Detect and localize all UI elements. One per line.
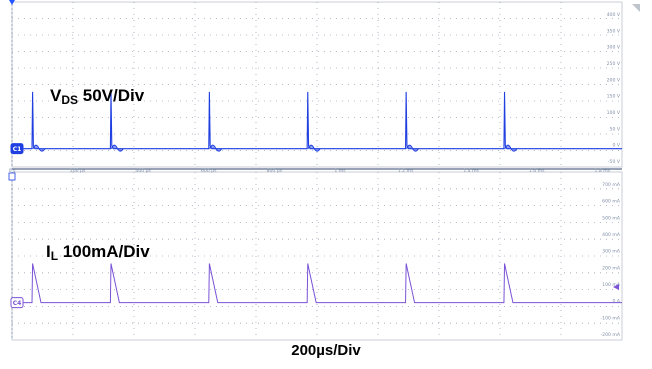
il-waveform: [12, 263, 622, 304]
vds-label-main: V: [50, 86, 62, 105]
traces: [12, 91, 622, 304]
ch1-badge-text: C1: [13, 146, 22, 153]
level-marker-icon: [613, 284, 619, 290]
il-ytick-label: -200 mA: [600, 332, 620, 338]
il-label-rest: 100mA/Div: [58, 242, 150, 261]
il-ytick-label: -100 mA: [600, 315, 620, 321]
markers: C1 C4: [8, 0, 640, 309]
x-tick-label: 600 µs: [201, 168, 217, 174]
vds-label-rest: 50V/Div: [78, 86, 145, 105]
vds-label-sub: DS: [61, 93, 79, 107]
vds-ringing: [406, 144, 419, 152]
ch4-badge-text: C4: [13, 300, 22, 307]
il-label-main: I: [46, 242, 51, 261]
vds-ringing: [110, 144, 124, 152]
x-tick-label: 1.8 ms: [595, 168, 611, 174]
il-ytick-label: 300 mA: [602, 249, 621, 255]
x-tick-label: 1.4 ms: [463, 168, 479, 174]
vds-ytick-label: 250 V: [607, 61, 621, 67]
il-ytick-label: 0 A: [612, 299, 620, 305]
graticule: [11, 1, 623, 341]
vds-ytick-label: 300 V: [607, 45, 621, 51]
il-ytick-label: 100 mA: [602, 282, 621, 288]
il-scale-label: IL 100mA/Div: [46, 242, 150, 263]
time-reference-icon: [8, 172, 16, 181]
ch4-badge-box: [10, 297, 24, 309]
vds-ytick-label: 350 V: [607, 28, 621, 34]
il-label-sub: L: [50, 249, 59, 263]
x-tick-label: 0 s: [9, 168, 16, 174]
time-scale-label: 200µs/Div: [291, 342, 361, 359]
x-tick-label: 400 µs: [135, 168, 151, 174]
vds-scale-label: VDS 50V/Div: [50, 86, 144, 107]
trigger-marker-icon: [9, 0, 15, 5]
il-ytick-label: 700 mA: [602, 182, 621, 188]
vds-ytick-label: 100 V: [607, 110, 621, 116]
corner-handle-icon: [632, 4, 640, 12]
vds-ytick-label: 0 V: [612, 143, 620, 149]
vds-ringing: [32, 144, 46, 152]
vds-ytick-label: 150 V: [607, 94, 621, 100]
il-ytick-label: 500 mA: [602, 215, 621, 221]
x-tick-label: 200 µs: [70, 168, 86, 174]
vds-ytick-label: 200 V: [607, 77, 621, 83]
x-tick-label: 1.2 ms: [398, 168, 414, 174]
vds-ringing: [307, 144, 321, 152]
il-ytick-label: 600 mA: [602, 199, 621, 205]
vds-ringing: [209, 144, 223, 152]
x-tick-label: 800 µs: [267, 168, 283, 174]
vds-ringing: [504, 144, 518, 152]
vds-ytick-label: 50 V: [610, 126, 621, 132]
tick-labels: 400 V 350 V 300 V 250 V 200 V 150 V 100 V 50 V 0…: [9, 12, 621, 338]
vds-ytick-label: 400 V: [607, 12, 621, 18]
x-tick-label: 1.6 ms: [529, 168, 545, 174]
x-tick-label: 1 ms: [334, 168, 346, 174]
ch1-badge-box: [10, 143, 24, 155]
il-ytick-label: 200 mA: [602, 265, 621, 271]
il-ytick-label: 400 mA: [602, 232, 621, 238]
vds-ytick-label: -50 V: [608, 159, 621, 165]
vds-waveform: [12, 91, 622, 150]
